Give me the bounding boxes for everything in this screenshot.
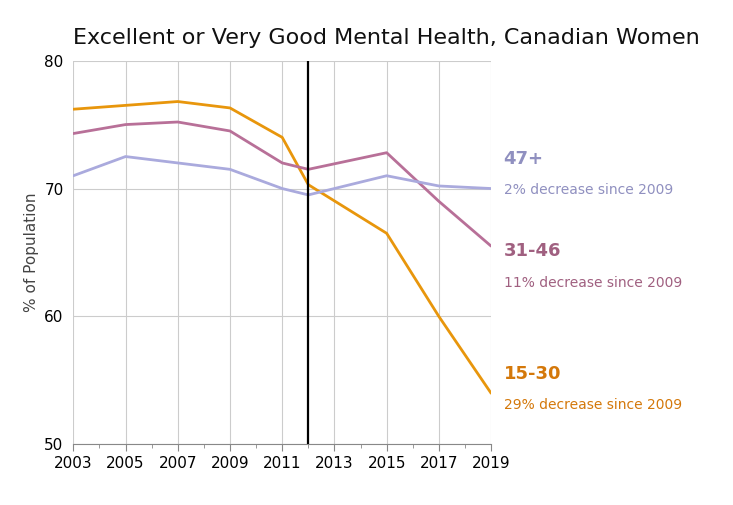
- Text: 47+: 47+: [504, 150, 544, 168]
- Text: Excellent or Very Good Mental Health, Canadian Women: Excellent or Very Good Mental Health, Ca…: [73, 28, 700, 48]
- Text: 31-46: 31-46: [504, 242, 561, 260]
- Text: 15-30: 15-30: [504, 365, 561, 383]
- Text: 29% decrease since 2009: 29% decrease since 2009: [504, 398, 682, 413]
- Text: 2% decrease since 2009: 2% decrease since 2009: [504, 183, 673, 197]
- Text: 11% decrease since 2009: 11% decrease since 2009: [504, 276, 682, 289]
- Y-axis label: % of Population: % of Population: [23, 193, 39, 312]
